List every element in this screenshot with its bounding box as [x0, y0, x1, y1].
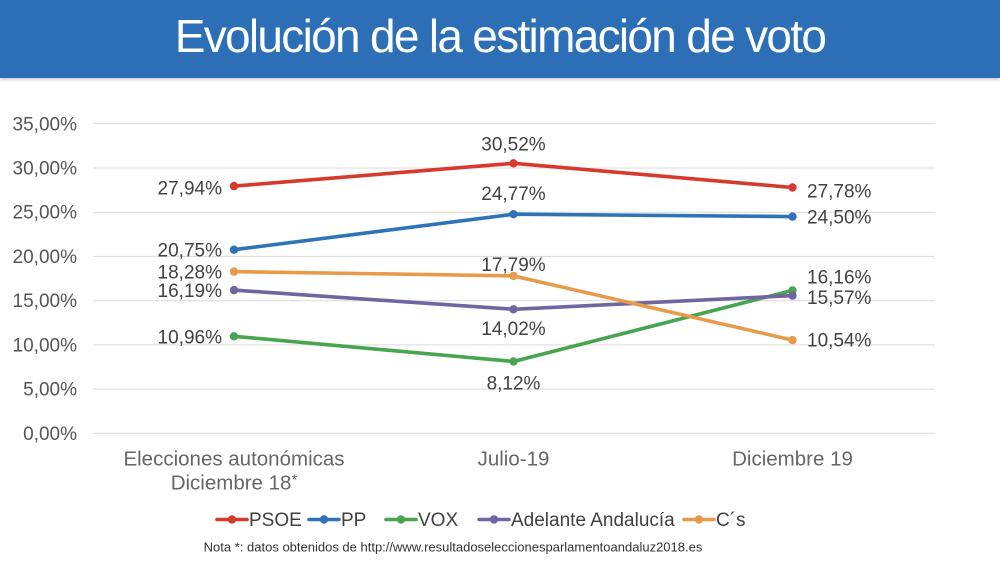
svg-text:27,78%: 27,78% — [807, 182, 872, 203]
svg-text:16,19%: 16,19% — [158, 281, 223, 302]
svg-text:15,00%: 15,00% — [13, 291, 78, 312]
svg-text:20,00%: 20,00% — [13, 247, 78, 268]
svg-text:24,77%: 24,77% — [481, 184, 546, 205]
svg-text:27,94%: 27,94% — [158, 179, 223, 200]
svg-text:Elecciones autonómicas: Elecciones autonómicas — [123, 448, 344, 471]
svg-text:10,54%: 10,54% — [807, 331, 872, 352]
svg-text:30,00%: 30,00% — [13, 159, 78, 180]
svg-text:Nota *: datos obtenidos de htt: Nota *: datos obtenidos de http://www.re… — [204, 540, 703, 555]
svg-text:17,79%: 17,79% — [481, 255, 546, 276]
svg-text:30,52%: 30,52% — [481, 135, 546, 156]
svg-text:15,57%: 15,57% — [807, 288, 872, 309]
svg-text:18,28%: 18,28% — [158, 263, 223, 284]
svg-text:PP: PP — [341, 510, 366, 531]
svg-text:25,00%: 25,00% — [13, 203, 78, 224]
svg-text:35,00%: 35,00% — [13, 114, 78, 135]
svg-text:14,02%: 14,02% — [481, 319, 546, 340]
svg-text:10,00%: 10,00% — [13, 335, 78, 356]
svg-text:10,96%: 10,96% — [158, 328, 223, 349]
svg-text:0,00%: 0,00% — [23, 424, 77, 445]
svg-text:20,75%: 20,75% — [158, 241, 223, 262]
svg-text:C´s: C´s — [716, 510, 746, 531]
svg-text:24,50%: 24,50% — [807, 208, 872, 229]
svg-text:PSOE: PSOE — [249, 510, 302, 531]
svg-text:8,12%: 8,12% — [487, 374, 541, 395]
svg-text:Julio-19: Julio-19 — [478, 448, 550, 471]
svg-text:Diciembre 18*: Diciembre 18* — [171, 472, 298, 495]
svg-text:16,16%: 16,16% — [807, 268, 872, 289]
svg-text:Adelante Andalucía: Adelante Andalucía — [511, 510, 675, 531]
svg-text:5,00%: 5,00% — [23, 380, 77, 401]
svg-text:Diciembre 19: Diciembre 19 — [732, 448, 853, 471]
svg-text:VOX: VOX — [418, 510, 458, 531]
